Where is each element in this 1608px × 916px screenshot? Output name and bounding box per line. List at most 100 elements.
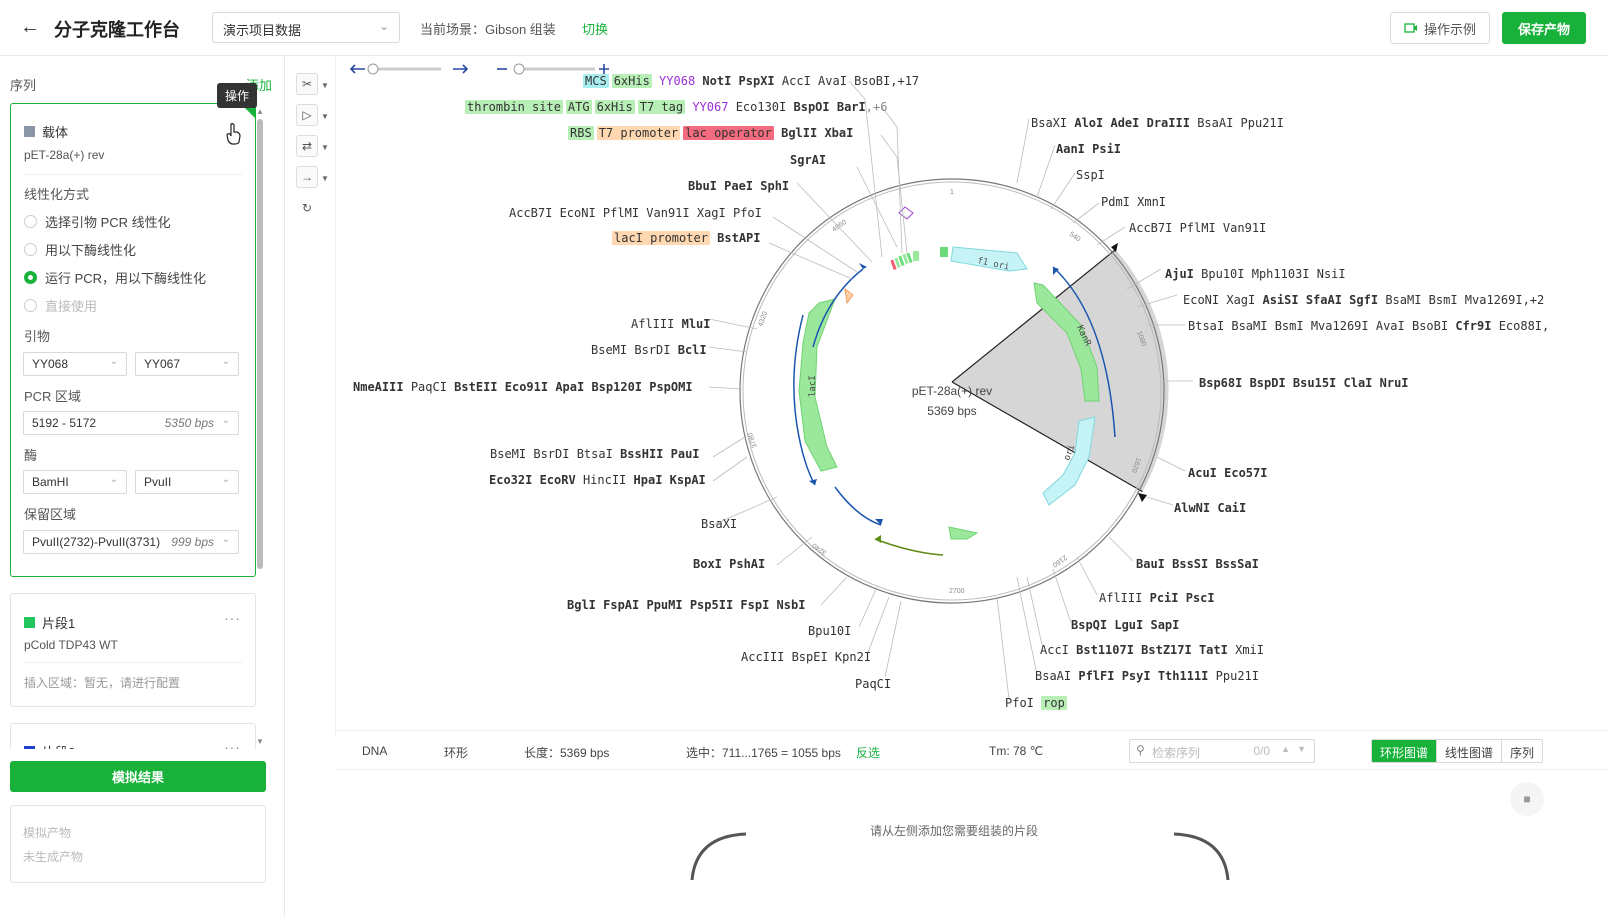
enzyme-label-psii[interactable]: AanI PsiI [1056,142,1122,156]
tab-sequence[interactable]: 序列 [1501,740,1542,762]
feature-lac-operator[interactable]: lac operator [683,126,774,140]
feature-6xhis[interactable]: 6xHis [611,74,652,88]
feedback-icon[interactable]: ■ [1510,782,1544,816]
enzyme-label[interactable]: Eco130I [735,100,787,114]
tab-circular[interactable]: 环形图谱 [1372,740,1437,762]
enzyme-label-ecorv[interactable]: Eco32I EcoRV HincII HpaI KspAI [489,473,706,487]
scroll-up-icon[interactable]: ▲ [256,107,264,116]
fragment-1-card[interactable]: 片段1 ··· pCold TDP43 WT 插入区域：暂无，请进行配置 [10,593,256,707]
enzyme-label-apai[interactable]: NmeAIII PaqCI BstEII Eco91I ApaI Bsp120I… [353,380,693,394]
radio-pcr-enzyme[interactable]: 运行 PCR，用以下酶线性化 [24,268,206,287]
vector-card[interactable]: 载体 pET-28a(+) rev 线性化方式 选择引物 PCR 线性化 用以下… [10,103,256,577]
enzyme-label-paqci[interactable]: PaqCI [855,677,892,691]
primer-forward-select[interactable]: YY068 ⌄ [23,352,127,376]
enzyme-label-boxi[interactable]: BoxI PshAI [693,557,766,571]
left-scrollbar[interactable]: ▲ ▼ [256,107,264,747]
primer-reverse-select[interactable]: YY067 ⌄ [135,352,239,376]
simulate-button[interactable]: 模拟结果 [10,761,266,792]
tab-linear[interactable]: 线性图谱 [1436,740,1501,762]
feature-6xhis[interactable]: 6xHis [594,100,635,114]
enzyme-label[interactable]: BspOI BarI [793,100,866,114]
label-row-1[interactable]: MCS 6xHis YY068 NotI PspXI AccI AvaI BsoB… [583,74,919,88]
vector-name: pET-28a(+) rev [24,148,105,162]
radio-label: 选择引物 PCR 线性化 [45,215,171,230]
enzyme-label-bsaxi[interactable]: BsaXI [701,517,738,531]
more-icon[interactable]: ··· [224,610,241,626]
enzyme-label[interactable]: NotI PspXI [702,74,775,88]
enzyme-label-bbui[interactable]: BbuI PaeI SphI [688,179,790,193]
enzyme-label-bgli[interactable]: BglI FspAI PpuMI Psp5II FspI NsbI [567,598,806,612]
enzyme-label-cfr9i[interactable]: BtsaI BsaMI BsmI Mva1269I AvaI BsoBI Cfr… [1188,319,1550,333]
example-button[interactable]: 操作示例 [1390,12,1490,44]
enzyme-label-mlui[interactable]: AflIII MluI [631,317,711,331]
tag-icon[interactable]: ▷ [296,104,318,126]
enzyme-label-sspi[interactable]: SspI [1076,168,1105,182]
feature-thrombin[interactable]: thrombin site [465,100,563,114]
enzyme-label-ajui[interactable]: AjuI Bpu10I Mph1103I NsiI [1165,267,1346,281]
enzyme-label-baui[interactable]: BauI BssSI BssSaI [1136,557,1259,571]
enzyme-label-bcli[interactable]: BseMI BsrDI BclI [591,343,707,357]
back-arrow-icon[interactable]: ← [20,16,40,38]
caret-down-icon[interactable]: ▼ [321,174,329,183]
arrow-right-icon[interactable]: → [296,166,318,188]
keep-region-select[interactable]: PvuII(2732)-PvuII(3731) 999 bps ⌄ [23,530,239,554]
enzyme-label[interactable]: AccI AvaI BsoBI,+17 [781,74,920,88]
tick-label: 2160 [1051,553,1068,568]
enzyme-label-clai[interactable]: Bsp68I BspDI Bsu15I ClaI NruI [1199,376,1409,390]
fragment-2-card[interactable]: 片段2 ··· [10,723,256,749]
enzyme-more[interactable]: ,+6 [865,100,888,114]
enzyme-label-bpu10i[interactable]: Bpu10I [808,624,852,638]
sequence-search-input[interactable]: ⚲ 检索序列 0/0 ▲ ▼ [1129,739,1315,763]
enzyme-label-accb7i[interactable]: AccB7I EcoNI PflMI Van91I XagI PfoI [509,206,762,220]
caret-down-icon[interactable]: ▼ [321,143,329,152]
enzyme-1-select[interactable]: BamHI ⌄ [23,470,127,494]
switch-scene-link[interactable]: 切换 [582,22,609,37]
radio-direct[interactable]: 直接使用 [24,296,97,315]
swap-icon[interactable]: ⇄ [296,135,318,157]
save-product-button[interactable]: 保存产物 [1502,12,1586,44]
rotate-icon[interactable]: ↻ [301,201,313,215]
enzyme-label-acui[interactable]: AcuI Eco57I [1188,466,1268,480]
enzyme-label-van91i[interactable]: AccB7I PflMI Van91I [1129,221,1267,235]
feature-atg[interactable]: ATG [565,100,592,114]
enzyme-label-pfoi[interactable]: PfoI rop [1005,696,1067,710]
feature-mcs[interactable]: MCS [583,74,609,88]
label-row-2[interactable]: thrombin site ATG 6xHis T7 tag YY067 Eco130… [465,100,887,114]
enzyme-label-xmni[interactable]: PdmI XmnI [1101,195,1167,209]
radio-pcr-primer[interactable]: 选择引物 PCR 线性化 [24,212,171,231]
enzyme-label-draiii[interactable]: BsaXI AloI AdeI DraIII BsaAI Ppu21I [1031,116,1284,130]
plasmid-svg[interactable]: 1 540 1080 1620 2160 2700 3240 3780 4320… [337,57,1608,729]
enzyme-label-acciii[interactable]: AccIII BspEI Kpn2I [741,650,872,664]
enzyme-label-asisi[interactable]: EcoNI XagI AsiSI SfaAI SgfI BsaMI BsmI M… [1183,293,1545,307]
scroll-down-icon[interactable]: ▼ [256,737,264,746]
more-icon[interactable]: ··· [224,739,241,749]
label-row-3[interactable]: RBS T7 promoter lac operator BglII XbaI [568,126,853,140]
caret-down-icon[interactable]: ▼ [321,112,329,121]
enzyme-label-bstz17i[interactable]: AccI Bst1107I BstZ17I TatI XmiI [1040,643,1264,657]
scissors-icon[interactable]: ✂ [296,73,318,95]
primer-label[interactable]: YY067 [692,100,729,114]
primer-label[interactable]: YY068 [659,74,696,88]
scrollbar-thumb[interactable] [257,119,263,569]
radio-enzyme[interactable]: 用以下酶线性化 [24,240,136,259]
enzyme-label-bsshii[interactable]: BseMI BsrDI BtsaI BssHII PauI [490,447,700,461]
zoom-controls[interactable] [349,61,629,81]
enzyme-label-alwni[interactable]: AlwNI CaiI [1174,501,1247,515]
project-select-value: 演示项目数据 [223,23,302,38]
pcr-region-select[interactable]: 5192 - 5172 5350 bps ⌄ [23,411,239,435]
enzyme-label[interactable]: BglII XbaI [781,126,854,140]
next-match-icon[interactable]: ▼ [1297,744,1306,754]
caret-down-icon[interactable]: ▼ [321,81,329,90]
enzyme-label-sgrai[interactable]: SgrAI [790,153,827,167]
feature-label-laci-promoter[interactable]: lacI promoter BstAPI [612,231,761,245]
feature-t7-tag[interactable]: T7 tag [637,100,686,114]
enzyme-label-tth111i[interactable]: BsaAI PflFI PsyI Tth111I Ppu21I [1035,669,1259,683]
project-select[interactable]: 演示项目数据 ⌄ [212,12,400,43]
prev-match-icon[interactable]: ▲ [1281,744,1290,754]
feature-rbs[interactable]: RBS [568,126,594,140]
invert-selection-link[interactable]: 反选 [856,746,881,760]
enzyme-2-select[interactable]: PvuII ⌄ [135,470,239,494]
enzyme-label-sapi[interactable]: BspQI LguI SapI [1071,618,1180,632]
enzyme-label-pcii[interactable]: AflIII PciI PscI [1099,591,1215,605]
feature-t7-promoter[interactable]: T7 promoter [596,126,681,140]
